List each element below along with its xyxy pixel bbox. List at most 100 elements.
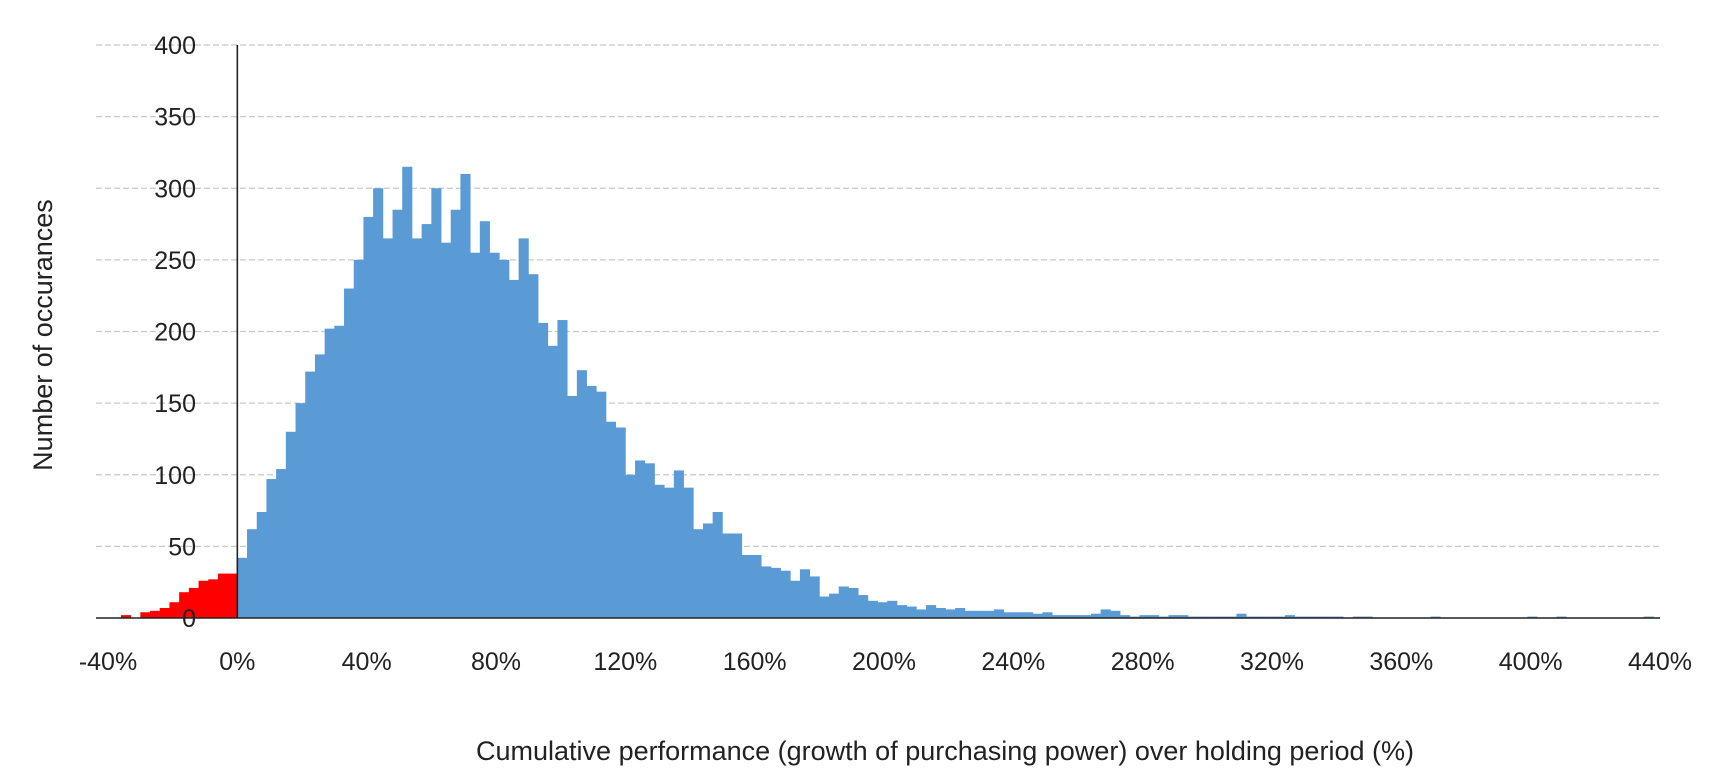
histogram-bar xyxy=(799,569,811,618)
histogram-bar xyxy=(518,238,529,618)
histogram-bar xyxy=(499,259,510,618)
y-tick-label: 300 xyxy=(154,175,196,203)
y-tick-label: 250 xyxy=(154,247,196,275)
histogram-bar xyxy=(1168,615,1179,618)
histogram-bar xyxy=(227,573,238,618)
histogram-bar xyxy=(819,596,830,618)
histogram-bar xyxy=(761,566,772,618)
y-tick-label: 50 xyxy=(168,533,196,561)
histogram-bar xyxy=(547,345,558,618)
histogram-bar xyxy=(508,279,520,618)
histogram-bar xyxy=(1284,615,1296,618)
histogram-bar xyxy=(1042,612,1053,618)
histogram-bar xyxy=(702,523,714,618)
x-axis-title: Cumulative performance (growth of purcha… xyxy=(476,736,1414,766)
histogram-bar xyxy=(305,371,316,618)
histogram-bar xyxy=(1061,615,1072,618)
histogram-bar xyxy=(1081,615,1092,618)
y-tick-label: 350 xyxy=(154,104,196,132)
histogram-bars xyxy=(120,166,1654,619)
histogram-bar xyxy=(324,328,335,618)
histogram-bar xyxy=(460,173,471,619)
x-tick-label: 200% xyxy=(852,648,916,676)
histogram-bar xyxy=(1032,613,1043,618)
histogram-bar xyxy=(935,607,946,618)
histogram-bar xyxy=(906,606,917,618)
histogram-bar xyxy=(838,586,849,618)
histogram-bar xyxy=(411,238,423,618)
histogram-bar xyxy=(625,474,636,618)
histogram-bar xyxy=(334,325,345,618)
x-tick-label: 40% xyxy=(342,648,392,676)
histogram-bar xyxy=(450,209,461,619)
histogram-bar xyxy=(576,370,587,618)
x-tick-label: 80% xyxy=(471,648,521,676)
histogram-bar xyxy=(179,592,190,618)
histogram-bar xyxy=(470,252,481,618)
histogram-bar xyxy=(363,216,374,618)
histogram-bar xyxy=(955,607,966,618)
histogram-bar xyxy=(285,431,296,618)
x-tick-label: 280% xyxy=(1111,648,1175,676)
histogram-bar xyxy=(557,320,568,618)
histogram-bar xyxy=(683,487,694,618)
histogram-bar xyxy=(654,484,665,618)
histogram-bar xyxy=(479,221,490,618)
histogram-bar xyxy=(314,354,326,618)
histogram-bar xyxy=(295,403,306,618)
histogram-bar xyxy=(140,612,151,618)
histogram-bar xyxy=(741,554,752,618)
histogram-bar xyxy=(237,557,248,618)
y-axis-title: Number of occurances xyxy=(28,199,58,471)
histogram-bar xyxy=(528,274,539,618)
histogram-bar xyxy=(1139,615,1150,618)
y-tick-label: 400 xyxy=(154,32,196,60)
histogram-bar xyxy=(722,533,733,618)
histogram-bar xyxy=(208,579,219,618)
histogram-bar xyxy=(1052,615,1063,618)
histogram-bar xyxy=(538,322,549,618)
x-tick-label: 440% xyxy=(1628,648,1692,676)
histogram-bar xyxy=(150,610,161,618)
histogram-bar xyxy=(1100,609,1111,618)
histogram-bar xyxy=(858,595,869,618)
histogram-bar xyxy=(120,615,132,618)
x-tick-label: 400% xyxy=(1499,648,1563,676)
histogram-bar xyxy=(790,580,801,618)
histogram-bar xyxy=(402,166,413,618)
histogram-bar xyxy=(353,259,364,618)
y-tick-labels: 0 50 100 150 200 250 300 350 400 xyxy=(154,32,196,633)
y-tick-label: 100 xyxy=(154,462,196,490)
histogram-bar xyxy=(276,469,287,618)
histogram-bar xyxy=(605,421,617,618)
x-tick-labels: -40% 0% 40% 80% 120% 160% 200% 240% 280% 320% 360%… xyxy=(79,648,1692,676)
axes xyxy=(96,45,1660,619)
histogram-bar xyxy=(877,602,888,618)
histogram-bar xyxy=(780,570,791,618)
x-tick-label: 320% xyxy=(1240,648,1304,676)
histogram-bar xyxy=(586,385,597,618)
histogram-bar xyxy=(373,188,384,618)
histogram-bar xyxy=(693,529,704,618)
histogram-bar xyxy=(421,224,432,618)
histogram-bar xyxy=(945,609,956,618)
y-tick-label: 200 xyxy=(154,319,196,347)
histogram-bar xyxy=(1013,612,1024,618)
histogram-bar xyxy=(615,427,626,618)
histogram-bar xyxy=(926,605,937,618)
histogram-bar xyxy=(596,391,607,618)
histogram-bar xyxy=(974,610,985,618)
histogram-bar xyxy=(1236,613,1247,618)
histogram-bar xyxy=(1023,612,1034,618)
histogram-bar xyxy=(984,610,995,618)
histogram-bar xyxy=(848,587,859,618)
histogram-bar xyxy=(829,593,840,618)
x-tick-label: 160% xyxy=(723,648,787,676)
histogram-bar xyxy=(441,242,452,618)
histogram-bar xyxy=(644,463,655,618)
histogram-bar xyxy=(247,529,258,618)
histogram-bar xyxy=(489,252,500,618)
histogram-bar xyxy=(188,587,199,618)
